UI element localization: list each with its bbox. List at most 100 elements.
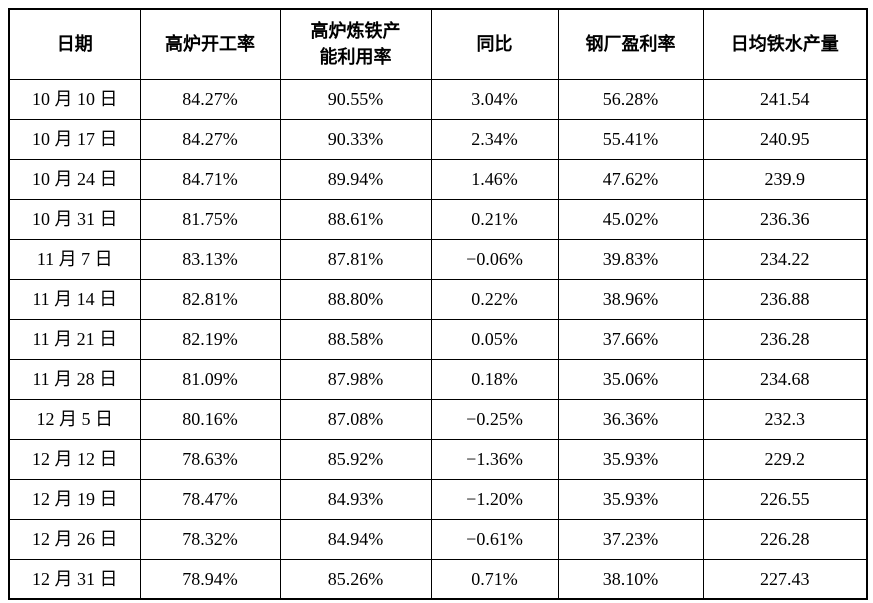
cell-operating_rate: 84.27% bbox=[139, 118, 281, 160]
cell-date: 12 月 5 日 bbox=[8, 398, 141, 440]
table-row: 12 月 5 日 80.16% 87.08% −0.25% 36.36% 232.3 bbox=[8, 398, 868, 440]
cell-date: 10 月 31 日 bbox=[8, 198, 141, 240]
table-row: 12 月 12 日 78.63% 85.92% −1.36% 35.93% 229.2 bbox=[8, 438, 868, 480]
cell-date: 10 月 17 日 bbox=[8, 118, 141, 160]
cell-date: 11 月 14 日 bbox=[8, 278, 141, 320]
table-row: 11 月 14 日 82.81% 88.80% 0.22% 38.96% 236.88 bbox=[8, 278, 868, 320]
cell-yoy: 1.46% bbox=[430, 158, 559, 200]
cell-profit_ratio: 35.93% bbox=[557, 438, 704, 480]
cell-daily_hot_metal: 234.68 bbox=[702, 358, 868, 400]
cell-daily_hot_metal: 232.3 bbox=[702, 398, 868, 440]
cell-profit_ratio: 45.02% bbox=[557, 198, 704, 240]
table-row: 12 月 31 日 78.94% 85.26% 0.71% 38.10% 227.43 bbox=[8, 558, 868, 600]
cell-capacity_utilization: 87.08% bbox=[279, 398, 432, 440]
cell-capacity_utilization: 87.98% bbox=[279, 358, 432, 400]
cell-operating_rate: 84.27% bbox=[139, 78, 281, 120]
cell-daily_hot_metal: 226.55 bbox=[702, 478, 868, 520]
cell-capacity_utilization: 84.94% bbox=[279, 518, 432, 560]
cell-yoy: 0.71% bbox=[430, 558, 559, 600]
cell-capacity_utilization: 88.61% bbox=[279, 198, 432, 240]
cell-date: 11 月 7 日 bbox=[8, 238, 141, 280]
cell-daily_hot_metal: 227.43 bbox=[702, 558, 868, 600]
table-row: 10 月 10 日 84.27% 90.55% 3.04% 56.28% 241.54 bbox=[8, 78, 868, 120]
cell-date: 12 月 26 日 bbox=[8, 518, 141, 560]
cell-operating_rate: 83.13% bbox=[139, 238, 281, 280]
cell-profit_ratio: 38.96% bbox=[557, 278, 704, 320]
cell-daily_hot_metal: 236.88 bbox=[702, 278, 868, 320]
cell-daily_hot_metal: 240.95 bbox=[702, 118, 868, 160]
cell-operating_rate: 78.63% bbox=[139, 438, 281, 480]
cell-daily_hot_metal: 236.36 bbox=[702, 198, 868, 240]
cell-profit_ratio: 37.23% bbox=[557, 518, 704, 560]
column-header-daily_hot_metal: 日均铁水产量 bbox=[702, 8, 868, 80]
column-header-profit_ratio: 钢厂盈利率 bbox=[557, 8, 704, 80]
cell-yoy: 0.18% bbox=[430, 358, 559, 400]
cell-capacity_utilization: 89.94% bbox=[279, 158, 432, 200]
table-row: 12 月 26 日 78.32% 84.94% −0.61% 37.23% 226.28 bbox=[8, 518, 868, 560]
cell-yoy: −0.61% bbox=[430, 518, 559, 560]
column-header-label: 钢厂盈利率 bbox=[585, 34, 676, 55]
table-row: 10 月 17 日 84.27% 90.33% 2.34% 55.41% 240.95 bbox=[8, 118, 868, 160]
column-header-operating_rate: 高炉开工率 bbox=[139, 8, 281, 80]
column-header-label: 高炉开工率 bbox=[165, 34, 255, 55]
cell-operating_rate: 78.32% bbox=[139, 518, 281, 560]
table-row: 10 月 31 日 81.75% 88.61% 0.21% 45.02% 236.36 bbox=[8, 198, 868, 240]
cell-date: 12 月 19 日 bbox=[8, 478, 141, 520]
cell-profit_ratio: 56.28% bbox=[557, 78, 704, 120]
header-row: 日期 高炉开工率 高炉炼铁产能利用率 同比 钢厂盈利率 日均铁水产量 bbox=[8, 8, 868, 80]
cell-yoy: −1.36% bbox=[430, 438, 559, 480]
column-header-yoy: 同比 bbox=[430, 8, 559, 80]
table-row: 11 月 7 日 83.13% 87.81% −0.06% 39.83% 234.22 bbox=[8, 238, 868, 280]
table-row: 11 月 21 日 82.19% 88.58% 0.05% 37.66% 236.28 bbox=[8, 318, 868, 360]
cell-yoy: −1.20% bbox=[430, 478, 559, 520]
cell-operating_rate: 81.75% bbox=[139, 198, 281, 240]
column-header-label: 同比 bbox=[476, 34, 513, 55]
cell-operating_rate: 78.47% bbox=[139, 478, 281, 520]
cell-yoy: 0.21% bbox=[430, 198, 559, 240]
column-header-label: 日期 bbox=[56, 34, 93, 55]
cell-profit_ratio: 37.66% bbox=[557, 318, 704, 360]
column-header-date: 日期 bbox=[8, 8, 141, 80]
column-header-label: 日均铁水产量 bbox=[730, 34, 839, 55]
cell-operating_rate: 78.94% bbox=[139, 558, 281, 600]
cell-capacity_utilization: 90.33% bbox=[279, 118, 432, 160]
cell-capacity_utilization: 88.58% bbox=[279, 318, 432, 360]
cell-capacity_utilization: 88.80% bbox=[279, 278, 432, 320]
cell-date: 10 月 24 日 bbox=[8, 158, 141, 200]
cell-operating_rate: 84.71% bbox=[139, 158, 281, 200]
table-row: 12 月 19 日 78.47% 84.93% −1.20% 35.93% 226.55 bbox=[8, 478, 868, 520]
cell-date: 11 月 21 日 bbox=[8, 318, 141, 360]
cell-date: 12 月 31 日 bbox=[8, 558, 141, 600]
cell-daily_hot_metal: 234.22 bbox=[702, 238, 868, 280]
cell-profit_ratio: 36.36% bbox=[557, 398, 704, 440]
table-row: 10 月 24 日 84.71% 89.94% 1.46% 47.62% 239.9 bbox=[8, 158, 868, 200]
table-body: 10 月 10 日 84.27% 90.55% 3.04% 56.28% 241.54 10… bbox=[8, 78, 868, 600]
cell-yoy: −0.06% bbox=[430, 238, 559, 280]
cell-daily_hot_metal: 226.28 bbox=[702, 518, 868, 560]
cell-yoy: −0.25% bbox=[430, 398, 559, 440]
column-header-capacity_utilization: 高炉炼铁产能利用率 bbox=[279, 8, 432, 80]
cell-capacity_utilization: 84.93% bbox=[279, 478, 432, 520]
cell-operating_rate: 81.09% bbox=[139, 358, 281, 400]
cell-date: 10 月 10 日 bbox=[8, 78, 141, 120]
cell-capacity_utilization: 87.81% bbox=[279, 238, 432, 280]
cell-profit_ratio: 35.06% bbox=[557, 358, 704, 400]
column-header-label: 高炉炼铁产能利用率 bbox=[310, 21, 401, 68]
cell-profit_ratio: 39.83% bbox=[557, 238, 704, 280]
cell-capacity_utilization: 85.26% bbox=[279, 558, 432, 600]
cell-yoy: 3.04% bbox=[430, 78, 559, 120]
table-row: 11 月 28 日 81.09% 87.98% 0.18% 35.06% 234.68 bbox=[8, 358, 868, 400]
cell-profit_ratio: 38.10% bbox=[557, 558, 704, 600]
cell-yoy: 0.22% bbox=[430, 278, 559, 320]
cell-capacity_utilization: 85.92% bbox=[279, 438, 432, 480]
cell-profit_ratio: 47.62% bbox=[557, 158, 704, 200]
cell-operating_rate: 82.81% bbox=[139, 278, 281, 320]
cell-daily_hot_metal: 241.54 bbox=[702, 78, 868, 120]
cell-profit_ratio: 35.93% bbox=[557, 478, 704, 520]
cell-date: 11 月 28 日 bbox=[8, 358, 141, 400]
cell-operating_rate: 80.16% bbox=[139, 398, 281, 440]
cell-daily_hot_metal: 229.2 bbox=[702, 438, 868, 480]
cell-yoy: 0.05% bbox=[430, 318, 559, 360]
